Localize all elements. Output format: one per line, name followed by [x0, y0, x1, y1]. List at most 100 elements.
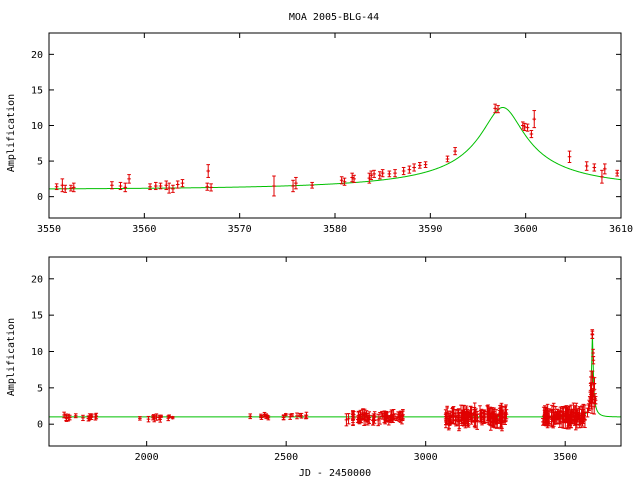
bottom-data-point: [580, 413, 585, 422]
bottom-data-point: [590, 330, 595, 339]
bottom-data-point: [545, 408, 550, 429]
top-panel-ylabel: Amplification: [6, 94, 17, 172]
bottom-data-point: [389, 409, 394, 422]
top-data-point: [272, 175, 276, 197]
top-xtick-label: 3570: [228, 224, 252, 235]
bottom-data-point: [574, 413, 579, 425]
bottom-data-point: [577, 406, 582, 425]
bottom-data-point: [167, 414, 172, 419]
bottom-data-point: [170, 415, 175, 420]
bottom-panel: 2000 2500 3000 3500 0 5 10 15 20 Amplification J…: [6, 256, 622, 479]
bottom-ytick-label: 0: [37, 420, 43, 431]
bottom-data-point: [555, 411, 559, 424]
bottom-data-point: [482, 410, 487, 424]
bottom-data-point: [152, 415, 157, 423]
bottom-data-point: [448, 417, 453, 426]
bottom-data-point: [62, 411, 66, 419]
top-data-point: [453, 147, 457, 156]
bottom-data-point: [295, 412, 299, 420]
bottom-data-point: [264, 413, 268, 420]
top-data-point: [592, 163, 597, 172]
top-data-point: [339, 176, 344, 185]
bottom-data-point: [359, 417, 363, 424]
bottom-data-point: [400, 410, 405, 422]
bottom-data-point: [467, 411, 472, 419]
top-data-point: [54, 183, 59, 191]
top-data-point: [367, 172, 372, 184]
top-data-point: [71, 182, 76, 193]
bottom-panel-ticks: 2000 2500 3000 3500 0 5 10 15 20: [31, 257, 621, 463]
top-data-point: [412, 163, 416, 172]
top-data-point: [310, 181, 314, 189]
top-data-point: [291, 179, 295, 193]
bottom-ytick-label: 20: [31, 274, 43, 285]
top-data-point: [118, 181, 123, 191]
bottom-panel-ylabel: Amplification: [6, 318, 17, 396]
bottom-data-point: [73, 413, 78, 419]
bottom-data-point: [367, 414, 372, 420]
top-data-point: [418, 162, 422, 169]
bottom-xtick-label: 2000: [135, 452, 159, 463]
top-xtick-label: 3590: [418, 224, 442, 235]
top-panel-ticks: 3550 3560 3570 3580 3590 3600 3610 0 5 10 15 20: [31, 33, 633, 235]
top-panel-data-points: [54, 103, 619, 197]
top-data-point: [158, 182, 163, 190]
bottom-data-point: [370, 415, 375, 426]
top-data-point: [69, 184, 73, 192]
bottom-data-point: [488, 407, 492, 426]
top-data-point: [205, 182, 210, 191]
bottom-data-point: [460, 412, 464, 426]
bottom-ytick-label: 5: [37, 383, 43, 394]
top-data-point: [401, 166, 406, 176]
top-data-point: [445, 155, 450, 163]
bottom-data-point: [558, 406, 563, 425]
top-panel: 3550 3560 3570 3580 3590 3600 3610 0 5 10 15 20 Amp…: [6, 32, 633, 235]
top-data-point: [60, 178, 65, 193]
bottom-data-point: [376, 413, 380, 427]
bottom-data-point: [146, 415, 151, 423]
top-data-point: [294, 176, 298, 190]
top-data-point: [342, 177, 347, 186]
bottom-data-point: [281, 415, 286, 421]
bottom-data-point: [382, 410, 387, 424]
bottom-data-point: [288, 413, 292, 420]
bottom-panel-frame: [48, 256, 622, 447]
bottom-data-point: [93, 413, 98, 421]
top-data-point: [153, 181, 158, 191]
bottom-data-point: [138, 416, 142, 421]
bottom-data-point: [259, 413, 263, 419]
bottom-xtick-label: 3500: [553, 452, 577, 463]
bottom-data-point: [299, 412, 304, 419]
bottom-data-point: [549, 409, 554, 428]
top-data-point: [525, 123, 530, 132]
bottom-ytick-label: 15: [31, 311, 43, 322]
top-data-point: [378, 171, 382, 180]
bottom-panel-data-points: [62, 329, 598, 432]
bottom-data-point: [351, 412, 355, 427]
bottom-data-point: [479, 411, 484, 423]
top-data-point: [164, 180, 169, 191]
bottom-data-point: [564, 405, 569, 421]
top-data-point: [393, 169, 397, 178]
top-data-point: [110, 181, 114, 190]
bottom-data-point: [344, 413, 349, 427]
top-data-point: [567, 150, 572, 163]
bottom-data-point: [157, 414, 161, 421]
top-data-point: [529, 129, 534, 139]
bottom-model-line: [49, 333, 621, 418]
top-data-point: [615, 169, 619, 177]
top-data-point: [423, 161, 428, 168]
bottom-data-point: [474, 408, 478, 422]
top-xtick-label: 3580: [323, 224, 347, 235]
bottom-data-point: [590, 370, 595, 384]
top-data-point: [380, 169, 385, 178]
bottom-data-point: [485, 405, 489, 424]
top-data-point: [352, 174, 356, 183]
top-data-point: [532, 110, 537, 129]
bottom-data-point: [592, 377, 597, 390]
bottom-xtick-label: 2500: [274, 452, 298, 463]
top-model-line: [49, 106, 622, 190]
bottom-data-point: [67, 414, 72, 421]
top-data-point: [521, 121, 525, 130]
top-data-point: [180, 179, 185, 188]
